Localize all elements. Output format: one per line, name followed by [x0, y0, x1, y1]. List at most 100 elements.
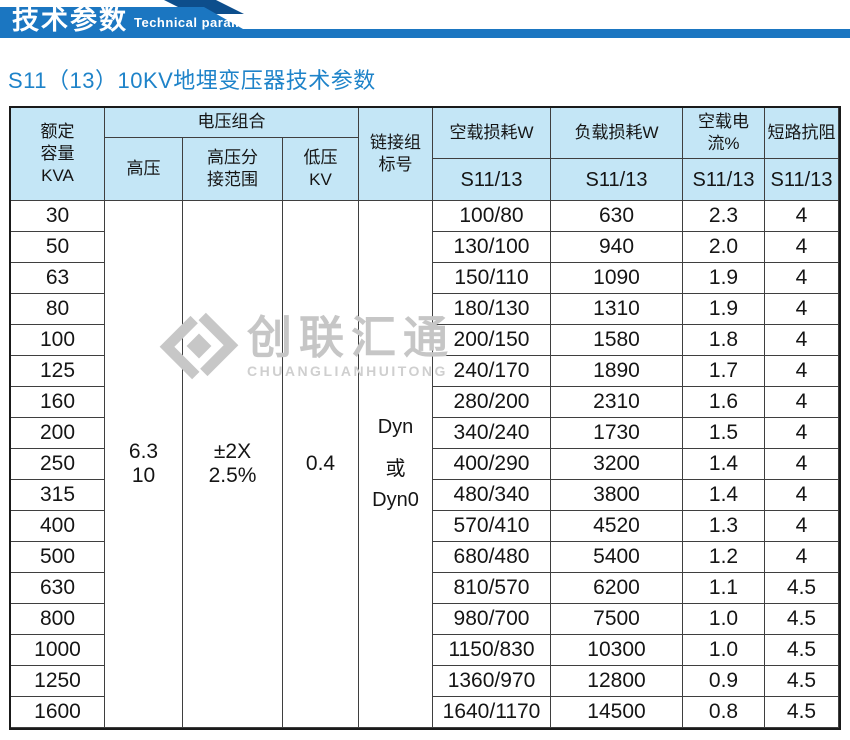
cell-hv-values: 6.3 10 — [105, 201, 183, 728]
parameter-table: 额定 容量 KVA 电压组合 高压 高压分 接范围 低压 KV 链接组 标号 空… — [9, 106, 841, 730]
cell-no-load-loss: 980/700 — [433, 604, 551, 635]
cell-load-loss: 1730 — [551, 418, 683, 449]
header-lv: 低压 KV — [283, 138, 359, 201]
vector-line3: Dyn0 — [372, 489, 419, 511]
cell-impedance: 4.5 — [765, 573, 839, 604]
cell-no-load-loss: 340/240 — [433, 418, 551, 449]
cell-no-load-loss: 100/80 — [433, 201, 551, 232]
cell-load-loss: 12800 — [551, 666, 683, 697]
cell-capacity: 630 — [11, 573, 105, 604]
header-lv-line2: KV — [309, 170, 332, 189]
cell-vector-group: Dyn 或 Dyn0 — [359, 201, 433, 728]
cell-load-loss: 10300 — [551, 635, 683, 666]
cell-load-loss: 5400 — [551, 542, 683, 573]
cell-no-load-current: 1.7 — [683, 356, 765, 387]
tap-range-line2: 2.5% — [208, 464, 257, 487]
cell-no-load-loss: 200/150 — [433, 325, 551, 356]
banner-subtitle: Technical parameter — [134, 15, 269, 30]
cell-load-loss: 1580 — [551, 325, 683, 356]
cell-impedance: 4.5 — [765, 697, 839, 728]
cell-impedance: 4.5 — [765, 604, 839, 635]
cell-no-load-loss: 480/340 — [433, 480, 551, 511]
cell-no-load-current: 2.3 — [683, 201, 765, 232]
cell-no-load-current: 1.1 — [683, 573, 765, 604]
header-load-loss: 负载损耗W — [551, 108, 683, 159]
top-banner: 技术参数 Technical parameter — [0, 0, 850, 40]
hv-value-line2: 10 — [131, 464, 156, 487]
cell-no-load-loss: 1150/830 — [433, 635, 551, 666]
header-hv-tap-line2: 接范围 — [207, 170, 258, 189]
cell-load-loss: 1090 — [551, 263, 683, 294]
cell-capacity: 500 — [11, 542, 105, 573]
hv-value-line1: 6.3 — [128, 440, 159, 464]
cell-no-load-loss: 240/170 — [433, 356, 551, 387]
cell-no-load-current: 1.2 — [683, 542, 765, 573]
cell-no-load-loss: 570/410 — [433, 511, 551, 542]
cell-load-loss: 6200 — [551, 573, 683, 604]
cell-no-load-current: 0.8 — [683, 697, 765, 728]
cell-no-load-loss: 400/290 — [433, 449, 551, 480]
cell-load-loss: 7500 — [551, 604, 683, 635]
banner-strip — [0, 29, 850, 38]
page-title: S11（13）10KV地埋变压器技术参数 — [8, 68, 376, 93]
header-hv: 高压 — [105, 138, 183, 201]
cell-capacity: 1000 — [11, 635, 105, 666]
header-lv-line1: 低压 — [303, 147, 338, 167]
cell-impedance: 4.5 — [765, 666, 839, 697]
header-model-no-load-current: S11/13 — [683, 159, 765, 201]
cell-load-loss: 14500 — [551, 697, 683, 728]
cell-impedance: 4 — [765, 542, 839, 573]
cell-no-load-current: 1.5 — [683, 418, 765, 449]
cell-no-load-current: 1.0 — [683, 635, 765, 666]
cell-load-loss: 940 — [551, 232, 683, 263]
cell-impedance: 4 — [765, 325, 839, 356]
cell-no-load-current: 1.0 — [683, 604, 765, 635]
cell-impedance: 4 — [765, 511, 839, 542]
header-vector-line2: 标号 — [378, 155, 413, 174]
cell-no-load-current: 1.9 — [683, 294, 765, 325]
header-voltage-group: 电压组合 — [105, 108, 359, 138]
banner-title: 技术参数 — [12, 5, 128, 35]
header-model-impedance: S11/13 — [765, 159, 839, 201]
cell-capacity: 63 — [11, 263, 105, 294]
cell-capacity: 100 — [11, 325, 105, 356]
cell-impedance: 4 — [765, 263, 839, 294]
cell-no-load-current: 1.3 — [683, 511, 765, 542]
cell-load-loss: 3200 — [551, 449, 683, 480]
cell-no-load-current: 1.9 — [683, 263, 765, 294]
cell-impedance: 4 — [765, 418, 839, 449]
cell-capacity: 800 — [11, 604, 105, 635]
cell-capacity: 400 — [11, 511, 105, 542]
header-capacity-line2: 容量 — [40, 143, 75, 163]
cell-no-load-loss: 150/110 — [433, 263, 551, 294]
header-vector-line1: 链接组 — [370, 132, 421, 152]
cell-no-load-loss: 280/200 — [433, 387, 551, 418]
cell-impedance: 4 — [765, 480, 839, 511]
header-capacity: 额定 容量 KVA — [11, 108, 105, 201]
cell-impedance: 4 — [765, 387, 839, 418]
cell-capacity: 1600 — [11, 697, 105, 728]
cell-impedance: 4 — [765, 232, 839, 263]
header-capacity-line1: 额定 — [40, 121, 75, 141]
cell-no-load-current: 1.8 — [683, 325, 765, 356]
header-impedance: 短路抗阻 — [765, 108, 839, 159]
cell-no-load-loss: 1360/970 — [433, 666, 551, 697]
cell-capacity: 250 — [11, 449, 105, 480]
cell-no-load-loss: 130/100 — [433, 232, 551, 263]
cell-capacity: 200 — [11, 418, 105, 449]
cell-capacity: 30 — [11, 201, 105, 232]
cell-capacity: 1250 — [11, 666, 105, 697]
header-vector-group: 链接组 标号 — [359, 108, 433, 201]
cell-load-loss: 630 — [551, 201, 683, 232]
cell-capacity: 125 — [11, 356, 105, 387]
header-hv-tap: 高压分 接范围 — [183, 138, 283, 201]
cell-no-load-current: 1.6 — [683, 387, 765, 418]
header-model-load-loss: S11/13 — [551, 159, 683, 201]
header-capacity-line3: KVA — [41, 166, 74, 186]
cell-capacity: 80 — [11, 294, 105, 325]
cell-lv-value: 0.4 — [283, 201, 359, 728]
cell-no-load-current: 1.4 — [683, 449, 765, 480]
cell-no-load-loss: 680/480 — [433, 542, 551, 573]
cell-load-loss: 1310 — [551, 294, 683, 325]
cell-no-load-current: 2.0 — [683, 232, 765, 263]
